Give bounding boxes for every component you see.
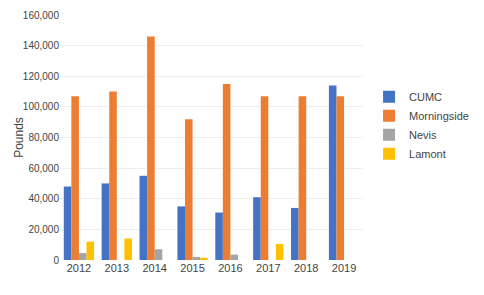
svg-text:2015: 2015	[180, 262, 204, 274]
svg-text:Morningside: Morningside	[409, 110, 469, 122]
svg-text:160,000: 160,000	[23, 10, 60, 21]
svg-text:Pounds: Pounds	[12, 117, 26, 158]
svg-text:60,000: 60,000	[28, 163, 59, 174]
svg-text:2012: 2012	[67, 262, 91, 274]
svg-text:140,000: 140,000	[23, 40, 60, 51]
svg-text:Lamont: Lamont	[409, 148, 446, 160]
svg-text:2018: 2018	[294, 262, 318, 274]
svg-text:40,000: 40,000	[28, 193, 59, 204]
svg-text:120,000: 120,000	[23, 71, 60, 82]
svg-text:2019: 2019	[332, 262, 356, 274]
svg-text:2014: 2014	[142, 262, 166, 274]
svg-text:20,000: 20,000	[28, 224, 59, 235]
svg-text:80,000: 80,000	[28, 132, 59, 143]
svg-text:0: 0	[53, 255, 59, 266]
svg-text:Nevis: Nevis	[409, 129, 437, 141]
svg-text:2016: 2016	[218, 262, 242, 274]
svg-text:CUMC: CUMC	[409, 91, 442, 103]
svg-text:2017: 2017	[256, 262, 280, 274]
svg-text:100,000: 100,000	[23, 101, 60, 112]
svg-text:2013: 2013	[105, 262, 129, 274]
